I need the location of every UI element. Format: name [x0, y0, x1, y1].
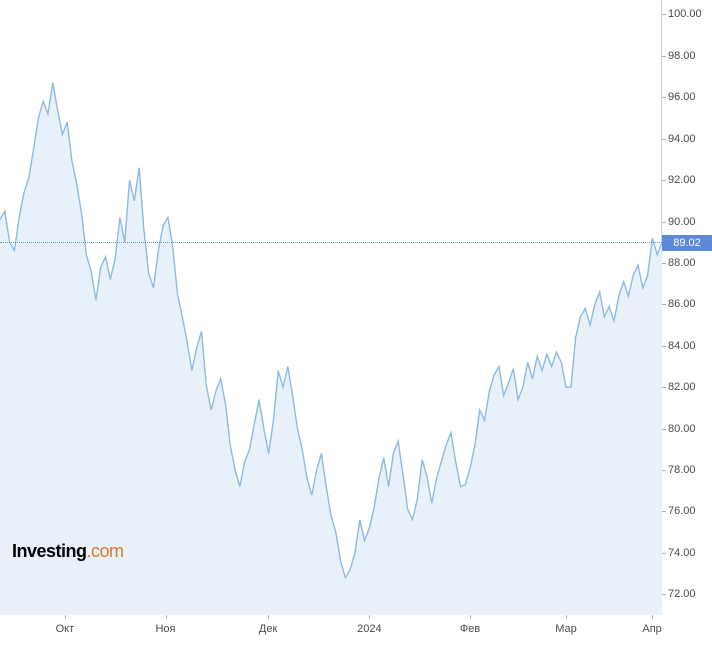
area-series [0, 0, 662, 615]
watermark-logo: Investing.com [12, 541, 124, 562]
x-tick-label: 2024 [357, 623, 381, 635]
y-tick-label: 80.00 [668, 423, 696, 435]
y-tick-label: 94.00 [668, 133, 696, 145]
y-tick-label: 96.00 [668, 91, 696, 103]
x-tick-label: Ноя [155, 623, 175, 635]
y-tick-mark [662, 346, 666, 347]
x-tick-mark [652, 615, 653, 619]
x-tick-mark [166, 615, 167, 619]
y-tick-mark [662, 180, 666, 181]
x-tick-mark [566, 615, 567, 619]
x-tick-label: Мар [555, 623, 577, 635]
x-tick-mark [470, 615, 471, 619]
y-tick-label: 92.00 [668, 174, 696, 186]
y-tick-label: 84.00 [668, 340, 696, 352]
plot-area: 89.02 Investing.com [0, 0, 662, 615]
x-axis: Окт Ноя Дек 2024 Фев Мар Апр [0, 615, 662, 655]
y-tick-label: 86.00 [668, 298, 696, 310]
x-tick-mark [268, 615, 269, 619]
y-tick-mark [662, 222, 666, 223]
y-tick-label: 90.00 [668, 216, 696, 228]
y-tick-mark [662, 387, 666, 388]
y-tick-mark [662, 594, 666, 595]
y-tick-mark [662, 56, 666, 57]
y-tick-mark [662, 553, 666, 554]
y-tick-label: 74.00 [668, 547, 696, 559]
x-tick-label: Дек [259, 623, 277, 635]
y-tick-label: 76.00 [668, 505, 696, 517]
y-tick-label: 88.00 [668, 257, 696, 269]
y-tick-label: 72.00 [668, 588, 696, 600]
y-tick-mark [662, 429, 666, 430]
y-tick-mark [662, 14, 666, 15]
watermark-part-a: Investing [12, 541, 87, 561]
x-tick-mark [65, 615, 66, 619]
x-tick-label: Окт [56, 623, 75, 635]
x-tick-mark [369, 615, 370, 619]
x-tick-label: Фев [460, 623, 480, 635]
y-tick-label: 100.00 [668, 8, 702, 20]
watermark-part-b: .com [87, 541, 124, 561]
reference-line: 89.02 [0, 242, 662, 243]
y-tick-mark [662, 139, 666, 140]
y-tick-mark [662, 511, 666, 512]
y-tick-mark [662, 304, 666, 305]
y-tick-label: 78.00 [668, 464, 696, 476]
y-tick-label: 82.00 [668, 381, 696, 393]
price-chart: 89.02 Investing.com 72.00 74.00 76.00 78.00… [0, 0, 712, 655]
x-tick-label: Апр [642, 623, 661, 635]
y-tick-mark [662, 470, 666, 471]
y-tick-mark [662, 263, 666, 264]
y-axis: 72.00 74.00 76.00 78.00 80.00 82.00 84.00 86.00… [662, 0, 712, 615]
y-tick-mark [662, 97, 666, 98]
y-tick-label: 98.00 [668, 50, 696, 62]
